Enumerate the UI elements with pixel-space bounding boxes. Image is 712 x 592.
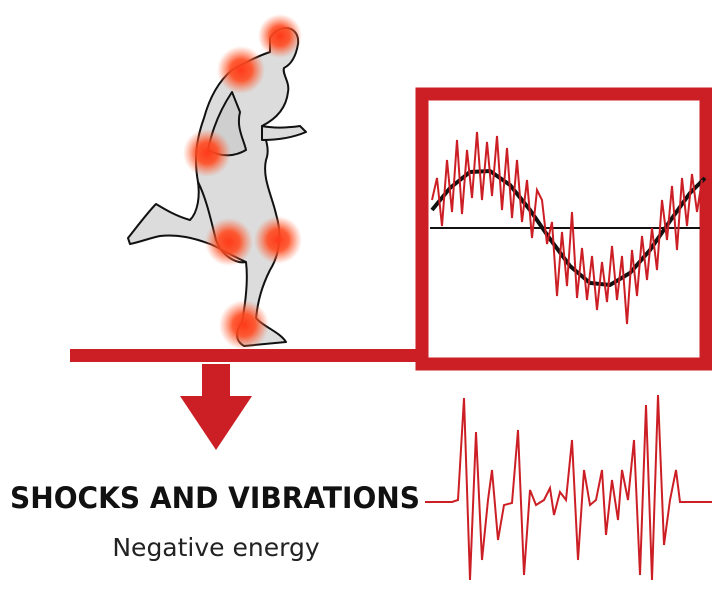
- ground-bar: [70, 349, 422, 362]
- runner: [128, 28, 306, 346]
- title: SHOCKS AND VIBRATIONS: [10, 481, 420, 515]
- down-arrow: [180, 364, 252, 450]
- subtitle: Negative energy: [112, 533, 319, 562]
- illustration: SHOCKS AND VIBRATIONS Negative energy: [0, 0, 712, 592]
- vibration-signal: [425, 395, 712, 580]
- page: SHOCKS AND VIBRATIONS Negative energy ((…: [0, 0, 712, 592]
